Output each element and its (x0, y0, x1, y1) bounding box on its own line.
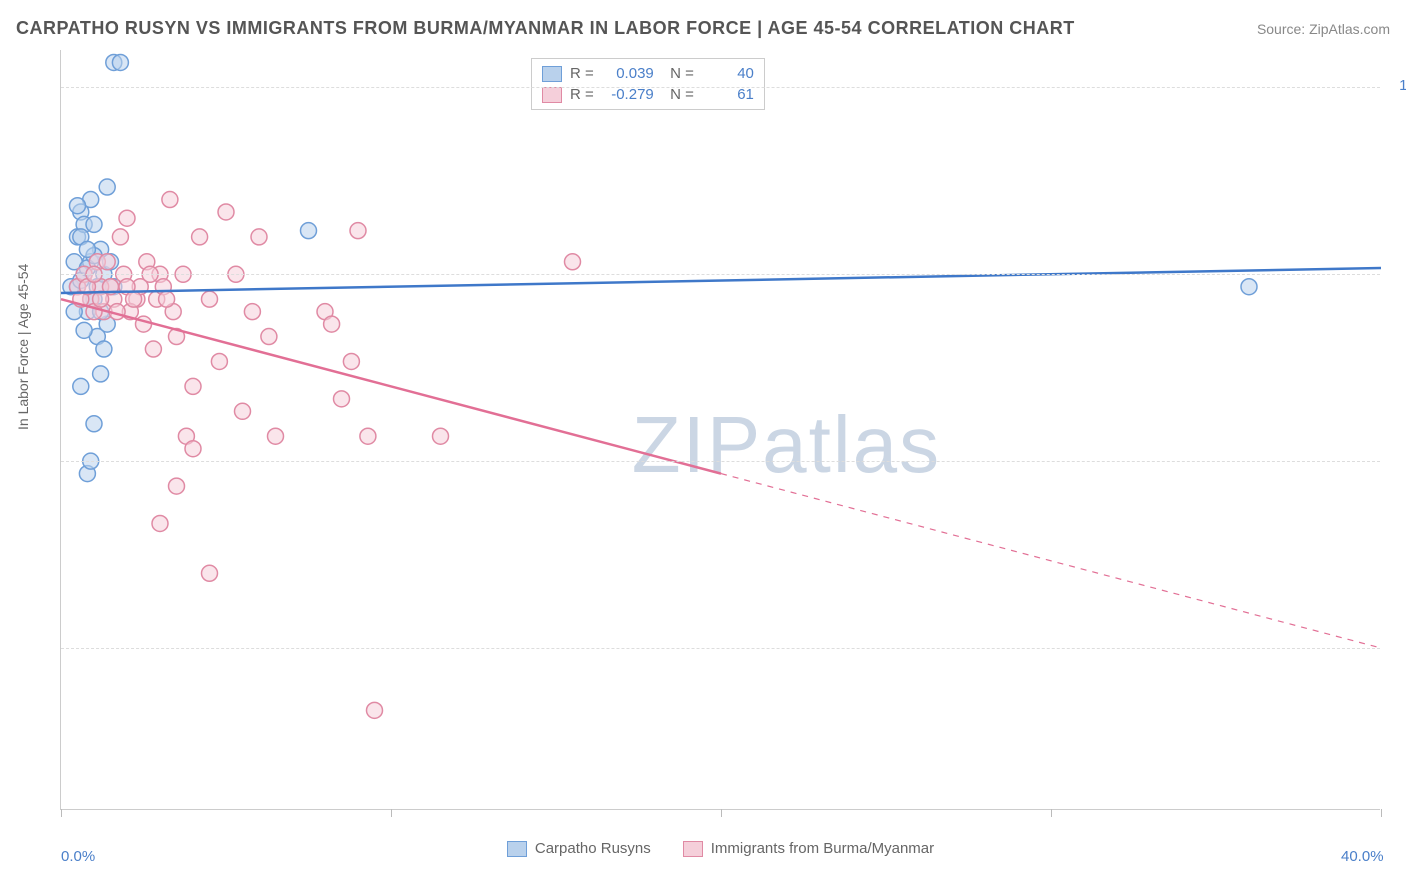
data-point-carpatho (86, 416, 102, 432)
data-point-burma (152, 515, 168, 531)
data-point-carpatho (93, 366, 109, 382)
data-point-carpatho (86, 216, 102, 232)
legend-r-value-carpatho: 0.039 (602, 65, 654, 82)
data-point-carpatho (1241, 279, 1257, 295)
data-point-burma (367, 702, 383, 718)
legend-label-carpatho: Carpatho Rusyns (535, 840, 651, 857)
data-point-burma (343, 353, 359, 369)
data-point-burma (324, 316, 340, 332)
data-point-burma (565, 254, 581, 270)
correlation-legend: R = 0.039 N = 40 R = -0.279 N = 61 (531, 58, 765, 110)
data-point-burma (251, 229, 267, 245)
swatch-burma (542, 87, 562, 103)
data-point-burma (244, 304, 260, 320)
data-point-carpatho (76, 322, 92, 338)
regression-line-carpatho (61, 268, 1381, 293)
legend-row-carpatho: R = 0.039 N = 40 (542, 63, 754, 84)
legend-item-burma: Immigrants from Burma/Myanmar (683, 840, 934, 857)
plot-area: ZIPatlas R = 0.039 N = 40 R = -0.279 N =… (60, 50, 1380, 810)
y-axis-label: In Labor Force | Age 45-54 (15, 264, 31, 430)
data-point-burma (185, 378, 201, 394)
data-point-burma (126, 291, 142, 307)
legend-label-burma: Immigrants from Burma/Myanmar (711, 840, 934, 857)
legend-n-label: N = (662, 65, 694, 82)
data-point-carpatho (73, 378, 89, 394)
swatch-carpatho (542, 66, 562, 82)
data-point-burma (360, 428, 376, 444)
data-point-carpatho (301, 223, 317, 239)
legend-n-value-carpatho: 40 (702, 65, 754, 82)
x-tick-label: 40.0% (1341, 848, 1384, 865)
data-point-burma (261, 329, 277, 345)
data-point-burma (268, 428, 284, 444)
data-point-burma (99, 254, 115, 270)
source-attribution: Source: ZipAtlas.com (1257, 21, 1390, 37)
legend-n-label: N = (662, 86, 694, 103)
data-point-burma (169, 478, 185, 494)
data-point-burma (350, 223, 366, 239)
data-point-carpatho (99, 179, 115, 195)
legend-r-label: R = (570, 65, 594, 82)
y-tick-label: 100.0% (1399, 77, 1406, 94)
data-point-burma (433, 428, 449, 444)
data-point-carpatho (70, 198, 86, 214)
data-point-burma (202, 565, 218, 581)
legend-n-value-burma: 61 (702, 86, 754, 103)
data-point-carpatho (96, 341, 112, 357)
data-point-burma (202, 291, 218, 307)
data-point-burma (145, 341, 161, 357)
legend-r-value-burma: -0.279 (602, 86, 654, 103)
regression-line-extrap-burma (721, 474, 1381, 648)
data-point-burma (218, 204, 234, 220)
data-point-burma (159, 291, 175, 307)
data-point-burma (162, 192, 178, 208)
regression-line-burma (61, 299, 721, 473)
data-point-carpatho (112, 54, 128, 70)
data-point-burma (185, 441, 201, 457)
chart-svg (61, 50, 1380, 809)
swatch-burma (683, 841, 703, 857)
data-point-burma (192, 229, 208, 245)
series-legend: Carpatho Rusyns Immigrants from Burma/My… (61, 840, 1380, 857)
x-tick-label: 0.0% (61, 848, 95, 865)
data-point-burma (119, 210, 135, 226)
data-point-burma (235, 403, 251, 419)
data-point-burma (211, 353, 227, 369)
swatch-carpatho (507, 841, 527, 857)
chart-title: CARPATHO RUSYN VS IMMIGRANTS FROM BURMA/… (16, 18, 1075, 39)
data-point-burma (112, 229, 128, 245)
legend-item-carpatho: Carpatho Rusyns (507, 840, 651, 857)
data-point-burma (334, 391, 350, 407)
legend-r-label: R = (570, 86, 594, 103)
